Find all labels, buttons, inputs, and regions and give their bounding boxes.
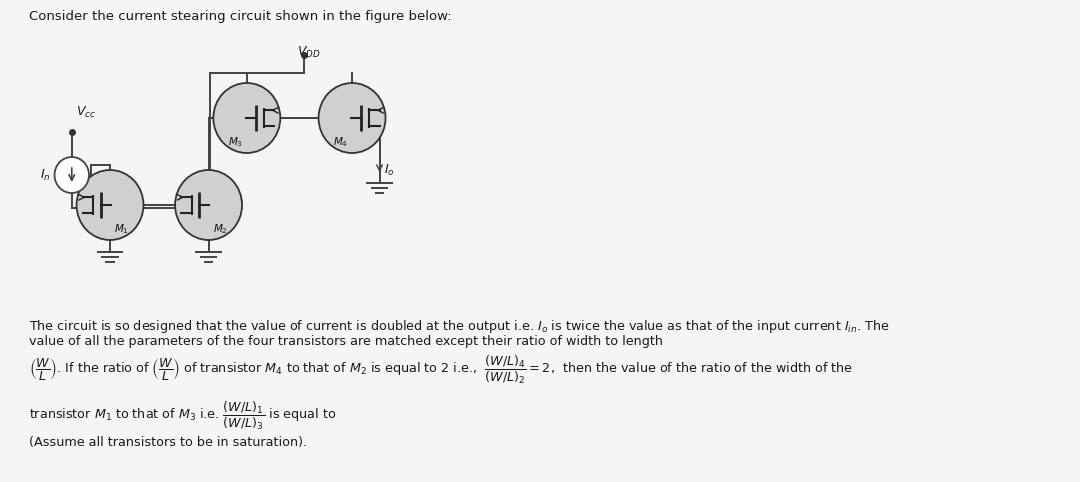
- Text: $V_{cc}$: $V_{cc}$: [76, 105, 96, 120]
- Text: The circuit is so designed that the value of current is doubled at the output i.: The circuit is so designed that the valu…: [29, 318, 889, 335]
- Text: $V_{DD}$: $V_{DD}$: [297, 45, 320, 60]
- Circle shape: [54, 157, 89, 193]
- Text: $M_1$: $M_1$: [114, 223, 130, 236]
- Text: $\left(\dfrac{W}{L}\right)$. If the ratio of $\left(\dfrac{W}{L}\right)$ of tran: $\left(\dfrac{W}{L}\right)$. If the rati…: [29, 354, 853, 386]
- Circle shape: [77, 170, 144, 240]
- Text: value of all the parameters of the four transistors are matched except their rat: value of all the parameters of the four …: [29, 335, 663, 348]
- Text: transistor $M_1$ to that of $M_3$ i.e. $\dfrac{(W/L)_1}{(W/L)_3}$ is equal to: transistor $M_1$ to that of $M_3$ i.e. $…: [29, 400, 336, 432]
- Text: $I_n$: $I_n$: [40, 167, 51, 183]
- Text: $M_2$: $M_2$: [213, 223, 228, 236]
- Text: $M_3$: $M_3$: [228, 135, 243, 149]
- Text: $M_4$: $M_4$: [333, 135, 348, 149]
- Text: $I_o$: $I_o$: [384, 162, 395, 177]
- Circle shape: [175, 170, 242, 240]
- Text: (Assume all transistors to be in saturation).: (Assume all transistors to be in saturat…: [29, 436, 307, 449]
- Circle shape: [319, 83, 386, 153]
- Text: Consider the current stearing circuit shown in the figure below:: Consider the current stearing circuit sh…: [29, 10, 451, 23]
- Circle shape: [214, 83, 281, 153]
